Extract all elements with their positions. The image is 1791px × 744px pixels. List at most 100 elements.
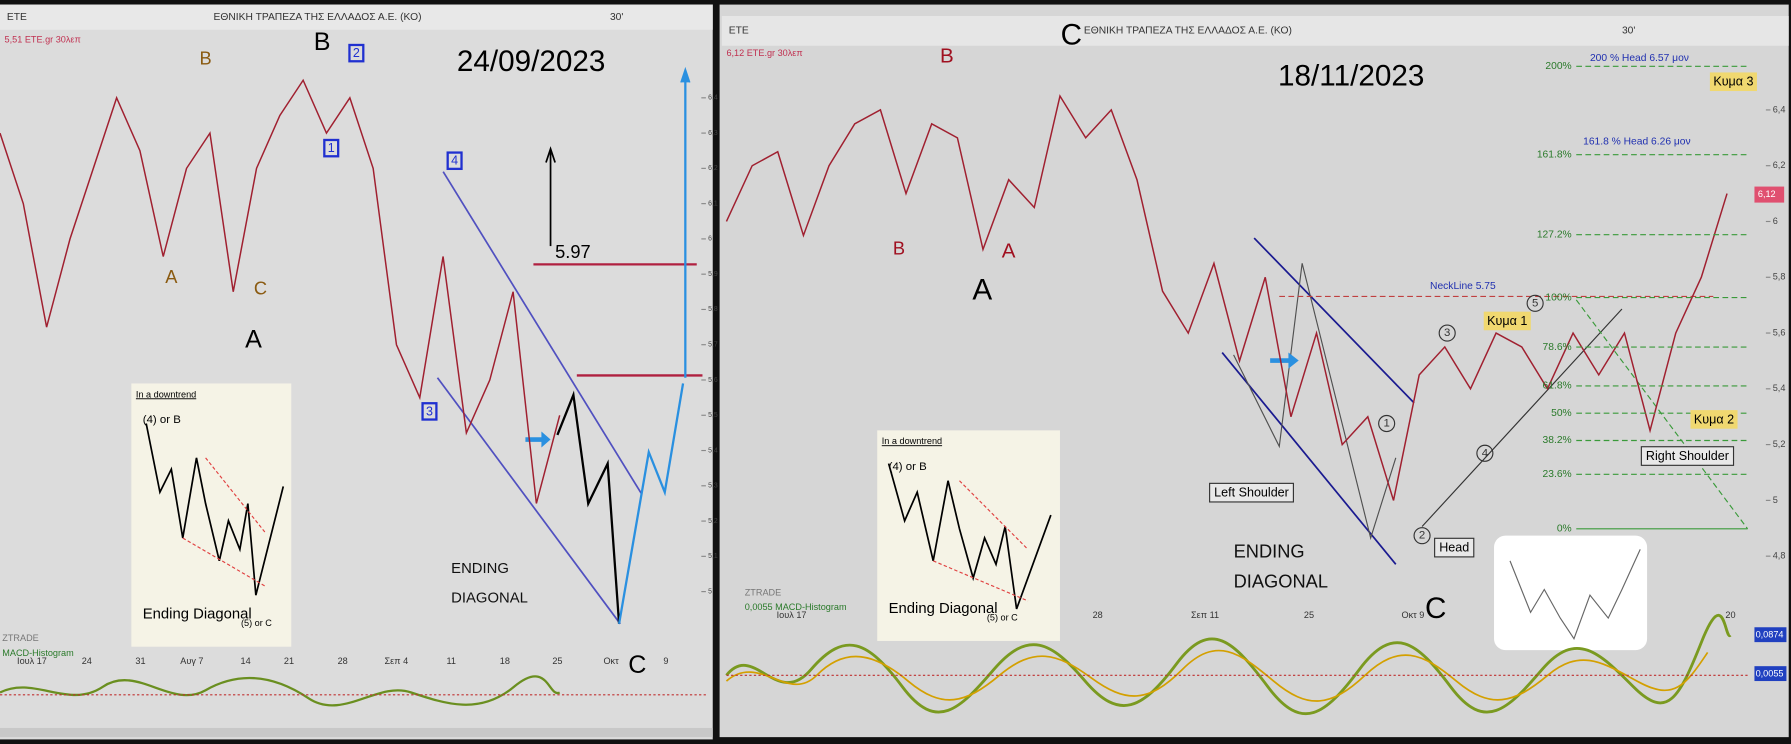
inset-label: (4) or B xyxy=(143,414,181,426)
channel-line xyxy=(436,377,621,625)
price-tag-bg xyxy=(1754,186,1785,203)
fib-label: 0% xyxy=(1557,524,1572,535)
x-tick-label: Αυγ 7 xyxy=(180,656,203,666)
channel-line xyxy=(442,171,643,495)
ending-diagonal-label: ENDING xyxy=(1234,541,1305,562)
y-tick-label: 5,4 xyxy=(708,447,718,454)
arrow-head xyxy=(680,66,691,83)
y-tick-label: 5,5 xyxy=(708,412,718,419)
blue-arrow xyxy=(525,431,551,448)
wave-marker xyxy=(1526,294,1544,312)
wave-label: 1 xyxy=(328,141,335,155)
macd-label: 0,0055 MACD-Histogram xyxy=(745,602,847,612)
label: ΕΘΝΙΚΗ ΤΡΑΠΕΖΑ ΤΗΣ ΕΛΛΑΔΟΣ Α.Ε. (ΚΟ) xyxy=(214,12,422,23)
pattern-box xyxy=(1640,446,1735,466)
pattern-label: Head xyxy=(1439,541,1469,555)
wave-marker xyxy=(421,402,438,421)
y-tick-label: 6,1 xyxy=(708,200,718,207)
fib-label: 161.8% xyxy=(1537,149,1572,160)
wave-label: 1 xyxy=(1383,418,1389,430)
fib-label: 23.6% xyxy=(1543,469,1572,480)
pattern-box xyxy=(1209,482,1294,503)
wave-marker xyxy=(446,151,463,171)
hs-thumbnail xyxy=(1494,535,1648,651)
price-line xyxy=(0,78,561,504)
x-tick-label: Σεπ 11 xyxy=(1191,610,1219,620)
wave-count-bg xyxy=(1709,72,1757,92)
fib-note: 200 % Head 6.57 μον xyxy=(1590,53,1689,64)
macd-line xyxy=(0,675,561,707)
price-line xyxy=(725,94,1728,501)
wave-label: 5 xyxy=(1532,297,1538,309)
x-tick-label: 25 xyxy=(1304,610,1314,620)
inset-caption: Ending Diagonal xyxy=(143,607,252,623)
label: 5,51 ETE.gr 30λεπ xyxy=(5,34,81,44)
y-tick-label: 5 xyxy=(1773,495,1778,505)
wave-label: 4 xyxy=(451,154,458,168)
y-tick-label: 6,3 xyxy=(708,130,718,137)
x-tick-label: 24 xyxy=(82,656,92,666)
y-tick-label: 5 xyxy=(708,588,712,595)
fib-label: 78.6% xyxy=(1543,342,1572,353)
y-tick-label: 5,2 xyxy=(1773,439,1786,449)
macd-signal xyxy=(725,649,1709,702)
watermark: ZTRADE xyxy=(2,633,38,643)
macd-tag: 0,0874 xyxy=(1756,630,1784,640)
x-tick-label: Σεπ 4 xyxy=(385,656,409,666)
macd-tag-bg xyxy=(1754,627,1787,643)
price-tag: 6,12 xyxy=(1758,189,1776,199)
y-tick-label: 6,2 xyxy=(1773,160,1786,170)
y-tick-label: 5,1 xyxy=(708,553,718,560)
wave-count-label: Κυμα 1 xyxy=(1487,314,1527,328)
fib-diagonal xyxy=(1575,299,1749,530)
wave-marker xyxy=(323,138,340,158)
fib-note: 161.8 % Head 6.26 μον xyxy=(1583,137,1691,148)
fib-label: 61.8% xyxy=(1543,381,1572,392)
x-tick-label: 9 xyxy=(663,656,668,666)
x-tick-label: 18 xyxy=(500,656,510,666)
inset-caption: Ending Diagonal xyxy=(889,601,998,617)
arrow-head xyxy=(545,146,556,163)
date: 18/11/2023 xyxy=(1278,60,1424,93)
ending-diagonal-label: DIAGONAL xyxy=(1234,570,1328,591)
label: 6,12 ETE.gr 30λεπ xyxy=(726,48,802,58)
date: 24/09/2023 xyxy=(457,45,606,78)
wave-marker xyxy=(1438,324,1456,342)
macd-tag-bg xyxy=(1754,666,1787,682)
neckline-label: NeckLine 5.75 xyxy=(1430,281,1496,292)
wave-label: 2 xyxy=(1419,530,1425,542)
wave-label: B xyxy=(200,47,212,68)
inset-right xyxy=(877,430,1060,641)
x-tick-label: 14 xyxy=(241,656,251,666)
y-tick-label: 5,3 xyxy=(708,483,718,490)
x-tick-label: 11 xyxy=(446,656,455,666)
y-tick-label: 6 xyxy=(708,236,712,243)
y-tick-label: 6,2 xyxy=(708,165,718,172)
inset-heading: In a downtrend xyxy=(136,389,196,399)
wave-label: B xyxy=(893,237,905,258)
projection xyxy=(556,390,621,624)
y-tick-label: 5,9 xyxy=(708,271,718,278)
inset-line xyxy=(959,480,1029,550)
inset-label: (4) or B xyxy=(889,461,927,473)
label: ETE xyxy=(729,26,749,37)
y-tick-label: 5,8 xyxy=(1773,272,1786,282)
macd-tag: 0,0055 xyxy=(1756,669,1784,679)
inset-label: (5) or C xyxy=(987,613,1018,623)
wave-count-label: Κυμα 3 xyxy=(1713,75,1753,89)
label: ETE xyxy=(7,12,27,23)
wave-marker xyxy=(348,43,365,63)
x-tick-label: 28 xyxy=(1093,610,1103,620)
right-toolbar xyxy=(721,16,1789,46)
ending-diagonal-label: DIAGONAL xyxy=(451,591,528,607)
wave-label: B xyxy=(940,45,954,68)
x-tick-label: Οκτ xyxy=(603,656,619,666)
wave-label: A xyxy=(972,274,992,307)
blue-arrow xyxy=(1270,352,1299,369)
wave-marker xyxy=(1476,444,1494,462)
wave-count-bg xyxy=(1483,311,1531,331)
inset-heading: In a downtrend xyxy=(882,436,942,446)
wave-label: C xyxy=(1061,18,1082,51)
macd-line xyxy=(725,613,1732,716)
